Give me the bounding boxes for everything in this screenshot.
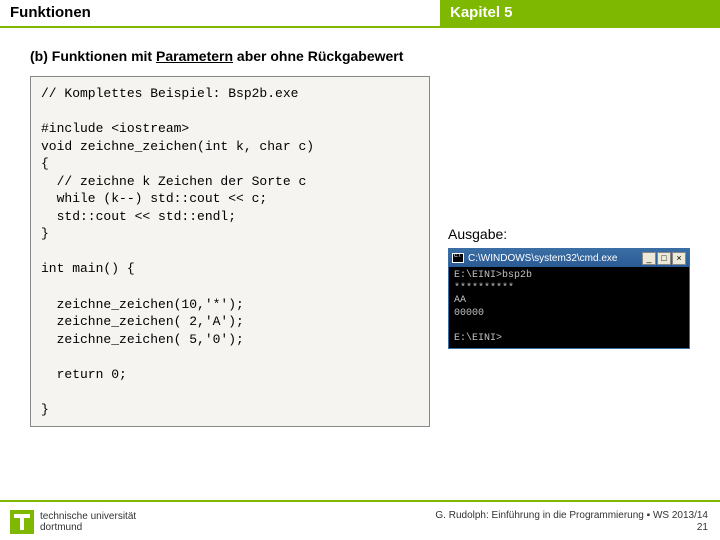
minimize-button[interactable]: _ — [642, 252, 656, 265]
output-column: Ausgabe: C:\WINDOWS\system32\cmd.exe _ □… — [448, 226, 690, 349]
footer-right: G. Rudolph: Einführung in die Programmie… — [435, 510, 708, 534]
window-buttons: _ □ × — [642, 252, 686, 265]
console-body: E:\EINI>bsp2b ********** AA 00000 E:\EIN… — [449, 267, 689, 348]
uni-line1: technische universität — [40, 511, 136, 522]
subheading-suffix: aber ohne Rückgabewert — [233, 48, 403, 64]
subheading-underlined: Parametern — [156, 48, 233, 64]
footer-credit: G. Rudolph: Einführung in die Programmie… — [435, 510, 708, 521]
cmd-icon — [452, 253, 464, 263]
footer-divider — [0, 500, 720, 502]
header-title-right: Kapitel 5 — [440, 0, 720, 28]
slide-content: (b) Funktionen mit Parametern aber ohne … — [0, 28, 720, 427]
subheading-prefix: (b) Funktionen mit — [30, 48, 156, 64]
footer-left: technische universität dortmund — [10, 510, 136, 534]
page-number: 21 — [697, 522, 708, 533]
close-button[interactable]: × — [672, 252, 686, 265]
console-window: C:\WINDOWS\system32\cmd.exe _ □ × E:\EIN… — [448, 248, 690, 349]
header-bar: Funktionen Kapitel 5 — [0, 0, 720, 28]
output-label: Ausgabe: — [448, 226, 690, 242]
tu-logo-icon — [10, 510, 34, 534]
subheading: (b) Funktionen mit Parametern aber ohne … — [30, 48, 690, 64]
console-titlebar: C:\WINDOWS\system32\cmd.exe _ □ × — [449, 249, 689, 267]
university-name: technische universität dortmund — [40, 511, 136, 533]
header-title-left: Funktionen — [0, 0, 440, 28]
code-box: // Komplettes Beispiel: Bsp2b.exe #inclu… — [30, 76, 430, 427]
uni-line2: dortmund — [40, 522, 82, 533]
console-title-text: C:\WINDOWS\system32\cmd.exe — [468, 253, 617, 264]
maximize-button[interactable]: □ — [657, 252, 671, 265]
console-title: C:\WINDOWS\system32\cmd.exe — [452, 253, 617, 264]
main-row: // Komplettes Beispiel: Bsp2b.exe #inclu… — [30, 76, 690, 427]
